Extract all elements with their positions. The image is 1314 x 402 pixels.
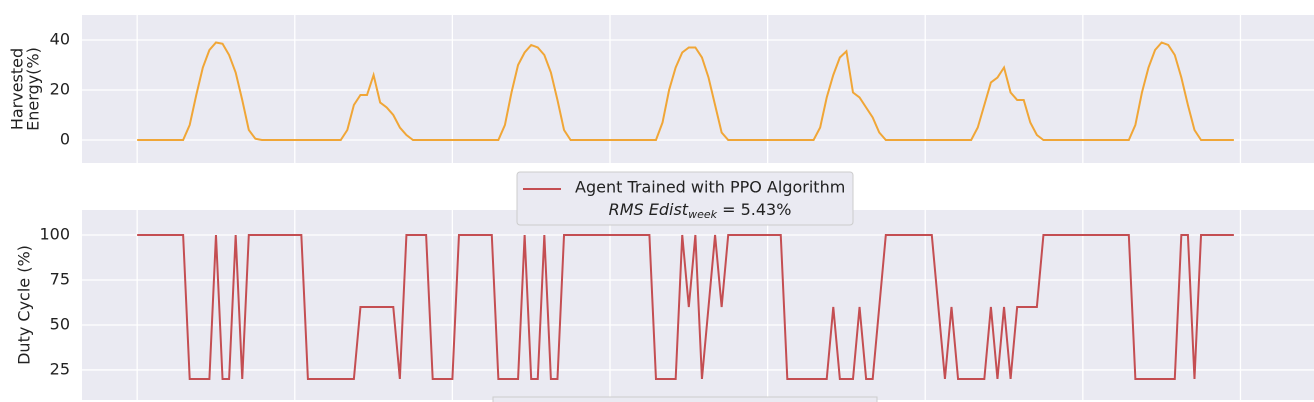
y-tick-label: 100 — [39, 225, 70, 244]
y-axis-label: Duty Cycle (%) — [15, 245, 34, 365]
y-tick-label: 50 — [50, 314, 70, 333]
y-tick-label: 75 — [50, 269, 70, 288]
lower-legend-box — [492, 396, 878, 402]
annotation-suffix: = 5.43% — [717, 200, 791, 219]
legend-box — [516, 171, 854, 226]
legend-annotation: RMS Edistweek = 5.43% — [609, 200, 792, 222]
data-line — [137, 41, 1234, 141]
y-tick-label: 25 — [50, 359, 70, 378]
y-tick-label: 20 — [50, 80, 70, 99]
data-line — [137, 234, 1234, 380]
legend: Agent Trained with PPO Algorithm RMS Edis… — [516, 171, 854, 226]
legend-label: Agent Trained with PPO Algorithm — [575, 178, 845, 197]
annotation-text: RMS Edist — [609, 200, 689, 219]
y-tick-label: 40 — [50, 30, 70, 49]
y-axis-label: Harvested — [8, 48, 27, 130]
y-axis-label: Energy(%) — [24, 47, 43, 131]
y-tick-label: 0 — [60, 130, 70, 149]
annotation-subscript: week — [688, 208, 718, 221]
